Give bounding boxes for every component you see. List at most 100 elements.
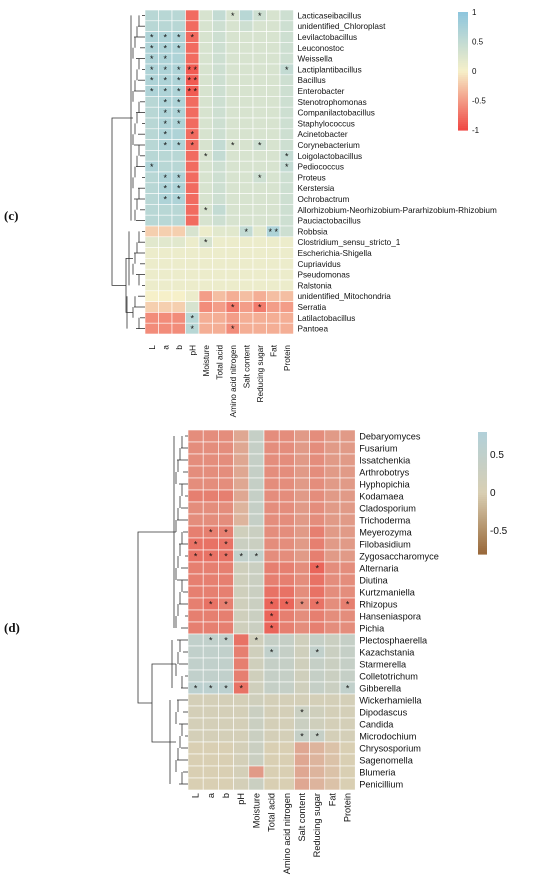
heatmap-cell (324, 585, 341, 599)
heatmap-cell (202, 537, 219, 551)
heatmap-cell (339, 765, 356, 779)
heatmap-cell (252, 247, 267, 259)
significance-star: * (163, 76, 167, 86)
heatmap-cell (185, 42, 200, 54)
significance-star: * (163, 33, 167, 43)
significance-star: * (315, 564, 319, 574)
heatmap-cell (187, 741, 204, 755)
heatmap-cell (218, 585, 234, 599)
significance-star: * * (187, 65, 197, 75)
heatmap-cell (239, 247, 254, 259)
heatmap-cell (266, 20, 281, 32)
legend-tick-label: 0.5 (490, 450, 504, 461)
heatmap-cell (233, 525, 250, 539)
heatmap-cell (263, 501, 280, 515)
significance-star: * (209, 552, 213, 562)
heatmap-cell (144, 204, 159, 216)
heatmap-cell (294, 489, 310, 503)
significance-star: * (150, 65, 154, 75)
legend-gradient-step (458, 19, 468, 23)
significance-star: * (258, 141, 262, 151)
heatmap-cell (252, 106, 267, 119)
significance-star: * (163, 195, 167, 205)
heatmap-cell (324, 645, 341, 659)
heatmap-cell (218, 765, 234, 779)
row-label: Rhizopus (359, 599, 398, 609)
heatmap-cell (158, 236, 173, 248)
heatmap-cell (279, 312, 294, 324)
legend-gradient-step (458, 94, 468, 98)
legend-gradient-step (458, 108, 468, 111)
heatmap-cell (339, 717, 356, 731)
heatmap-cell (324, 705, 341, 719)
heatmap-cell (279, 74, 294, 86)
heatmap-cell (294, 429, 310, 443)
significance-star: * (270, 612, 274, 622)
heatmap-cell (309, 441, 326, 455)
heatmap-cell (248, 525, 265, 539)
column-label: Reducing sugar (312, 793, 322, 857)
row-label: Pseudomonas (298, 271, 350, 280)
heatmap-cell (252, 52, 267, 65)
heatmap-cell (294, 561, 310, 575)
column-label: Protein (343, 793, 353, 822)
heatmap-cell (233, 585, 250, 599)
heatmap-cell (248, 465, 265, 479)
heatmap-cell (266, 301, 281, 313)
heatmap-cell (185, 214, 200, 227)
heatmap-cell (202, 585, 219, 599)
heatmap-cell (185, 247, 200, 259)
heatmap-cell (266, 182, 281, 194)
heatmap-cell (263, 477, 280, 491)
significance-star: * (194, 684, 198, 694)
row-label: Bacillus (298, 76, 326, 85)
heatmap-cell (294, 765, 310, 779)
heatmap-cell (294, 669, 310, 683)
heatmap-cell (252, 290, 267, 302)
legend-gradient-step (478, 551, 487, 555)
heatmap-cell (324, 489, 341, 503)
heatmap-cell (198, 193, 213, 205)
legend-gradient-step (458, 112, 468, 115)
significance-star: * (285, 162, 289, 172)
row-dendrogram (111, 15, 145, 329)
legend-gradient-step (478, 448, 487, 451)
legend-gradient-step (458, 84, 468, 88)
heatmap-cell (279, 139, 294, 151)
heatmap-cell (248, 477, 265, 491)
heatmap-cell (339, 525, 356, 539)
significance-star: * (258, 173, 262, 183)
significance-star: * (300, 600, 304, 610)
row-label: Allorhizobium-Neorhizobium-Pararhizobium… (298, 206, 497, 215)
row-label: Stenotrophomonas (298, 98, 367, 107)
heatmap-cell (198, 279, 213, 292)
heatmap-cell (252, 117, 267, 130)
significance-star: * (239, 684, 243, 694)
heatmap-cell (266, 117, 281, 130)
significance-star: * (224, 540, 228, 550)
heatmap-cell (187, 561, 204, 575)
significance-star: * (270, 648, 274, 658)
significance-star: * (150, 162, 154, 172)
heatmap-cell (198, 322, 213, 335)
heatmap-cell (187, 705, 204, 719)
legend-gradient-step (458, 39, 468, 43)
heatmap-cell (309, 525, 326, 539)
significance-star: * (177, 173, 181, 183)
significance-star: * (163, 65, 167, 75)
heatmap-cell (202, 477, 219, 491)
heatmap-cell (339, 633, 356, 647)
legend-gradient-step (478, 505, 487, 508)
significance-star: * (258, 11, 262, 21)
heatmap-cell (198, 31, 213, 43)
legend-gradient-step (478, 452, 487, 455)
column-label: a (161, 345, 170, 350)
column-label: Salt content (242, 344, 251, 388)
heatmap-cell (171, 268, 186, 281)
heatmap-cell (233, 597, 250, 611)
heatmap-cell (144, 117, 159, 130)
heatmap-cell (218, 753, 234, 767)
legend-gradient-step (458, 92, 468, 96)
heatmap-cell (339, 465, 356, 479)
